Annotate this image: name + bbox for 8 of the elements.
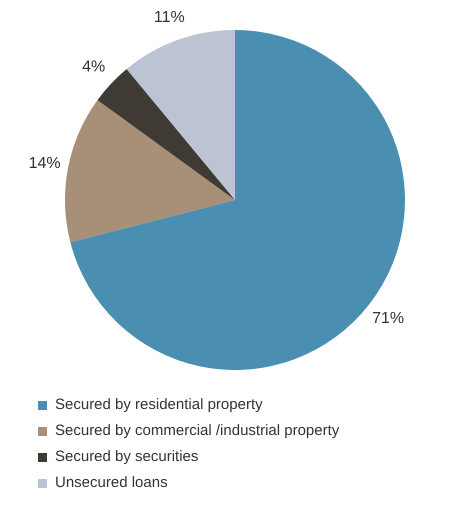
data-label: 11% xyxy=(154,9,185,26)
legend-label: Secured by commercial /industrial property xyxy=(54,421,340,441)
legend-label: Secured by residential property xyxy=(54,395,264,415)
legend-label: Unsecured loans xyxy=(54,473,169,493)
data-label: 71% xyxy=(372,310,404,328)
data-label: 4% xyxy=(82,58,106,76)
data-label: 14% xyxy=(28,155,61,172)
legend-label: Secured by securities xyxy=(54,447,200,467)
